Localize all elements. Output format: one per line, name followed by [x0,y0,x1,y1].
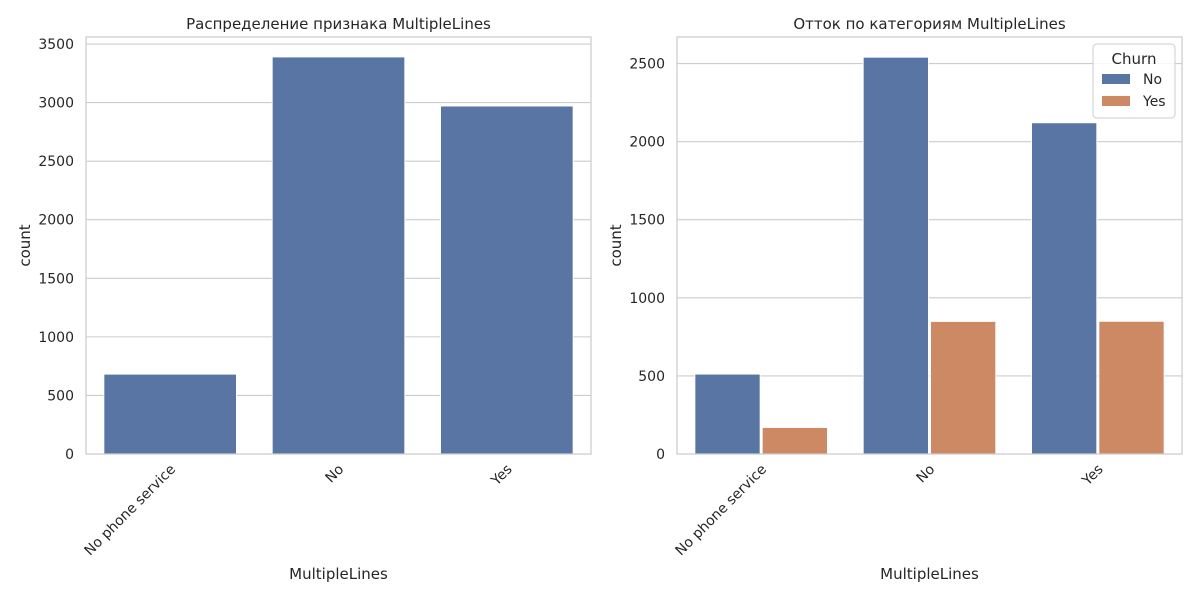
legend-label-yes: Yes [1142,94,1166,110]
frame-left [85,36,592,455]
x-tick-label-right-no: No [914,462,939,487]
y-ticks-left: 0 500 1000 1500 2000 2500 3000 3500 [38,37,74,463]
bars-left [103,56,574,455]
y-ticks-right: 0 500 1000 1500 2000 2500 [629,57,665,463]
chart-left: 0 500 1000 1500 2000 2500 3000 3500 No phone se… [16,15,592,583]
y-tick-label-left-0: 0 [65,447,74,463]
bars-right [694,56,1165,455]
y-tick-label-left-3500: 3500 [38,37,74,53]
chart-title-left: Распределение признака MultipleLines [186,15,491,33]
legend-swatch-yes [1102,96,1130,106]
chart-title-right: Отток по категориям MultipleLines [793,15,1066,33]
y-tick-label-left-2500: 2500 [38,154,74,170]
y-tick-label-left-2000: 2000 [38,213,74,229]
y-tick-label-left-3000: 3000 [38,96,74,112]
x-tick-label-right-no-phone-service: No phone service [672,462,770,560]
y-tick-label-right-2000: 2000 [629,135,665,151]
x-tick-label-left-no: No [323,462,348,487]
x-tick-label-right-yes: Yes [1079,462,1107,490]
x-axis-label-right: MultipleLines [880,565,979,583]
y-tick-label-right-2500: 2500 [629,57,665,73]
y-tick-label-left-1000: 1000 [38,330,74,346]
bar-right-no-churn-no [862,56,930,455]
y-tick-label-left-500: 500 [47,388,74,404]
x-ticks-left: No phone service No Yes [81,462,515,560]
y-tick-label-right-1000: 1000 [629,291,665,307]
legend-title: Churn [1112,50,1157,68]
legend-label-no: No [1143,72,1162,88]
x-axis-label-left: MultipleLines [289,565,388,583]
y-tick-label-right-1500: 1500 [629,213,665,229]
x-tick-label-left-no-phone-service: No phone service [81,462,179,560]
bar-right-no-churn-yes [930,320,997,455]
y-tick-label-right-500: 500 [638,369,665,385]
y-tick-label-right-0: 0 [656,447,665,463]
bar-right-yes-churn-yes [1098,320,1165,455]
frame-right [676,36,1183,455]
bar-left-no [271,56,406,455]
y-axis-label-right: count [607,224,625,266]
x-ticks-right: No phone service No Yes [672,462,1106,560]
y-axis-label-left: count [16,224,34,266]
y-tick-label-left-1500: 1500 [38,271,74,287]
bar-left-yes [440,105,574,455]
bar-right-yes-churn-no [1031,122,1098,455]
x-tick-label-left-yes: Yes [488,462,516,490]
bar-right-no-phone-service-churn-no [694,373,761,455]
bar-left-no-phone-service [103,373,238,455]
legend-swatch-no [1102,74,1130,84]
legend: Churn No Yes [1092,43,1176,119]
bar-right-no-phone-service-churn-yes [761,426,829,455]
chart-right: 0 500 1000 1500 2000 2500 No phone service No Y… [607,15,1183,583]
